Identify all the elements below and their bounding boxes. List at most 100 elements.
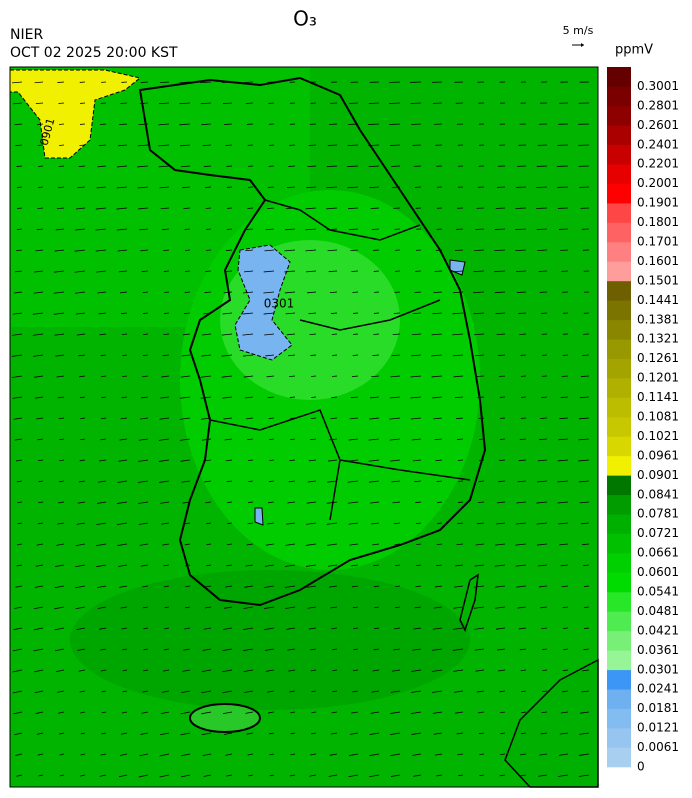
wind-arrow [268,711,275,714]
wind-arrow [222,690,233,694]
wind-arrow [97,480,107,483]
wind-arrow [579,396,590,399]
wind-arrow [307,291,317,294]
wind-arrow [498,669,506,672]
colorbar-label: 0.0301 [637,662,679,676]
wind-arrow [536,522,548,525]
wind-arrow [479,753,485,756]
wind-arrow [515,270,527,273]
wind-arrow [373,648,380,651]
wind-arrow [454,396,464,399]
wind-arrow [16,564,23,567]
wind-arrow [452,333,464,336]
colorbar-bin [607,164,631,184]
wind-arrow [264,564,275,567]
wind-arrow [287,648,296,651]
wind-arrow [180,375,191,378]
wind-arrow [162,543,170,546]
colorbar: 0 0.0061 0.0121 0.0181 0.0241 0.0301 0.0361 0.0… [607,67,679,774]
wind-arrow [201,417,212,420]
wind-arrow [201,732,212,736]
wind-arrow [141,585,149,588]
wind-arrow [411,669,422,672]
colorbar-label: 0.0901 [637,468,679,482]
wind-arrow [184,627,191,630]
high-ozone-area [9,69,142,159]
wind-arrow [95,207,107,210]
colorbar-bin [607,417,631,437]
wind-arrow [391,354,401,357]
wind-arrow [181,354,191,357]
wind-arrow [79,396,86,399]
wind-arrow [59,459,65,462]
wind-arrow [415,585,422,588]
wind-arrow [141,270,149,273]
wind-arrow [289,375,296,378]
wind-arrow [78,165,86,168]
wind-arrow [225,249,233,251]
wind-arrow [457,501,464,503]
wind-arrow [542,669,548,672]
wind-arrow [309,333,317,336]
colorbar-bin [607,203,631,223]
wind-arrow [58,417,65,420]
wind-arrow [561,690,569,693]
wind-arrow [226,774,233,777]
wind-arrow [521,711,527,714]
wind-arrow [538,585,548,588]
wind-arrow [476,522,485,525]
wind-arrow [536,501,548,504]
wind-arrow [537,564,548,567]
wind-arrow [223,291,233,294]
wind-arrow [137,186,149,189]
wind-arrow [473,270,485,273]
wind-arrow [242,354,254,357]
wind-arrow [455,564,464,567]
wind-arrow [100,669,107,672]
wind-arrow [452,627,464,630]
wind-arrow [76,333,86,336]
wind-arrow [116,207,128,210]
wind-arrow [515,543,527,546]
wind-arrow [117,165,128,168]
wind-arrow [161,228,170,231]
wind-arrow [393,312,401,314]
wind-arrow [78,669,86,672]
wind-arrow [58,165,65,167]
wind-arrow [390,690,401,693]
wind-arrow [519,774,527,777]
wind-arrow [458,774,464,777]
wind-arrow [517,480,527,483]
wind-arrow [329,291,338,294]
wind-arrow [141,711,149,714]
wind-arrow [245,711,254,714]
wind-arrow [265,543,275,546]
wind-arrow [244,585,254,588]
wind-arrow [432,648,443,651]
colorbar-bin [607,630,631,651]
colorbar-bin [607,689,631,709]
wind-arrow [58,711,65,714]
colorbar-bin [607,592,631,612]
wind-arrow [54,606,65,610]
wind-arrow [202,648,212,651]
wind-arrow [122,375,128,378]
wind-arrow [286,627,296,630]
wind-arrow [138,459,149,462]
wind-arrow [453,270,464,273]
wind-arrow [475,228,485,230]
wind-arrow [416,564,422,567]
wind-arrow [161,522,170,525]
wind-arrow [11,375,23,378]
wind-arrow [245,564,254,567]
wind-arrow [118,270,128,273]
timestamp: OCT 02 2025 20:00 KST [10,45,178,61]
wind-arrow [435,459,443,462]
wind-arrow [12,333,23,336]
wind-arrow [349,228,359,231]
wind-arrow [497,501,506,504]
wind-arrow [80,438,86,441]
wind-arrow [38,774,44,777]
wind-arrow [200,396,212,399]
wind-arrow [269,753,275,756]
